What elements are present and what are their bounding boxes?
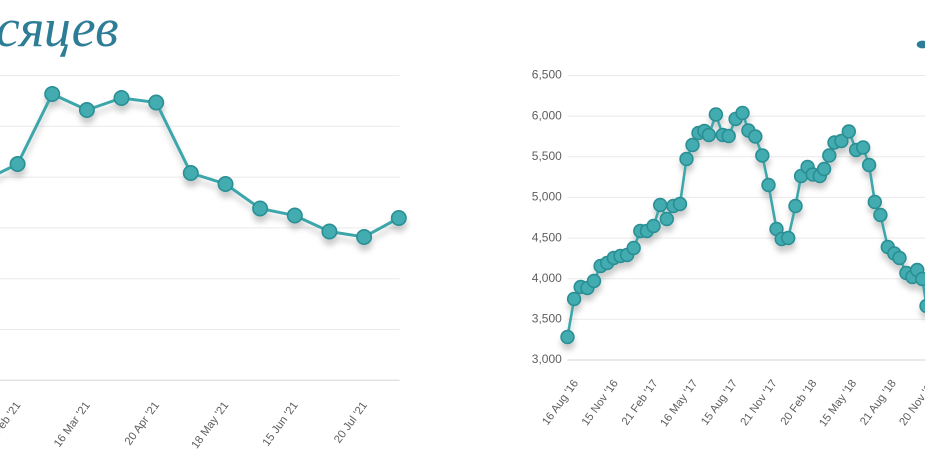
svg-text:21 Feb '17: 21 Feb '17 (620, 378, 661, 428)
svg-text:15 May '18: 15 May '18 (817, 378, 859, 429)
svg-text:5,000: 5,000 (532, 190, 562, 204)
svg-text:4,500: 4,500 (532, 230, 562, 244)
svg-text:21 Nov '17: 21 Nov '17 (738, 378, 779, 428)
svg-text:есяцев: есяцев (0, 0, 118, 58)
svg-text:16 Mar '21: 16 Mar '21 (52, 400, 93, 450)
svg-text:6,000: 6,000 (532, 108, 562, 122)
svg-text:6,500: 6,500 (532, 68, 562, 82)
svg-text:20 Apr '21: 20 Apr '21 (123, 400, 162, 448)
svg-text:4,000: 4,000 (532, 271, 562, 285)
svg-text:16 Aug '16: 16 Aug '16 (540, 378, 581, 428)
svg-text:15 Jun '21: 15 Jun '21 (261, 400, 301, 449)
svg-text:18 May '21: 18 May '21 (189, 400, 231, 451)
svg-text:15 Nov '16: 15 Nov '16 (580, 378, 621, 428)
svg-text:20 Nov '18: 20 Nov '18 (897, 378, 925, 428)
svg-text:16 May '17: 16 May '17 (658, 378, 700, 429)
svg-text:20 Feb '18: 20 Feb '18 (779, 378, 820, 428)
svg-text:16 Feb '21: 16 Feb '21 (0, 400, 24, 450)
svg-text:20 Jul '21: 20 Jul '21 (332, 400, 370, 446)
svg-text:5,500: 5,500 (532, 149, 562, 163)
svg-text:3,000: 3,000 (532, 352, 562, 366)
svg-text:15 Aug '17: 15 Aug '17 (699, 378, 740, 428)
svg-text:3,500: 3,500 (532, 312, 562, 326)
svg-text:21 Aug '18: 21 Aug '18 (858, 378, 899, 428)
